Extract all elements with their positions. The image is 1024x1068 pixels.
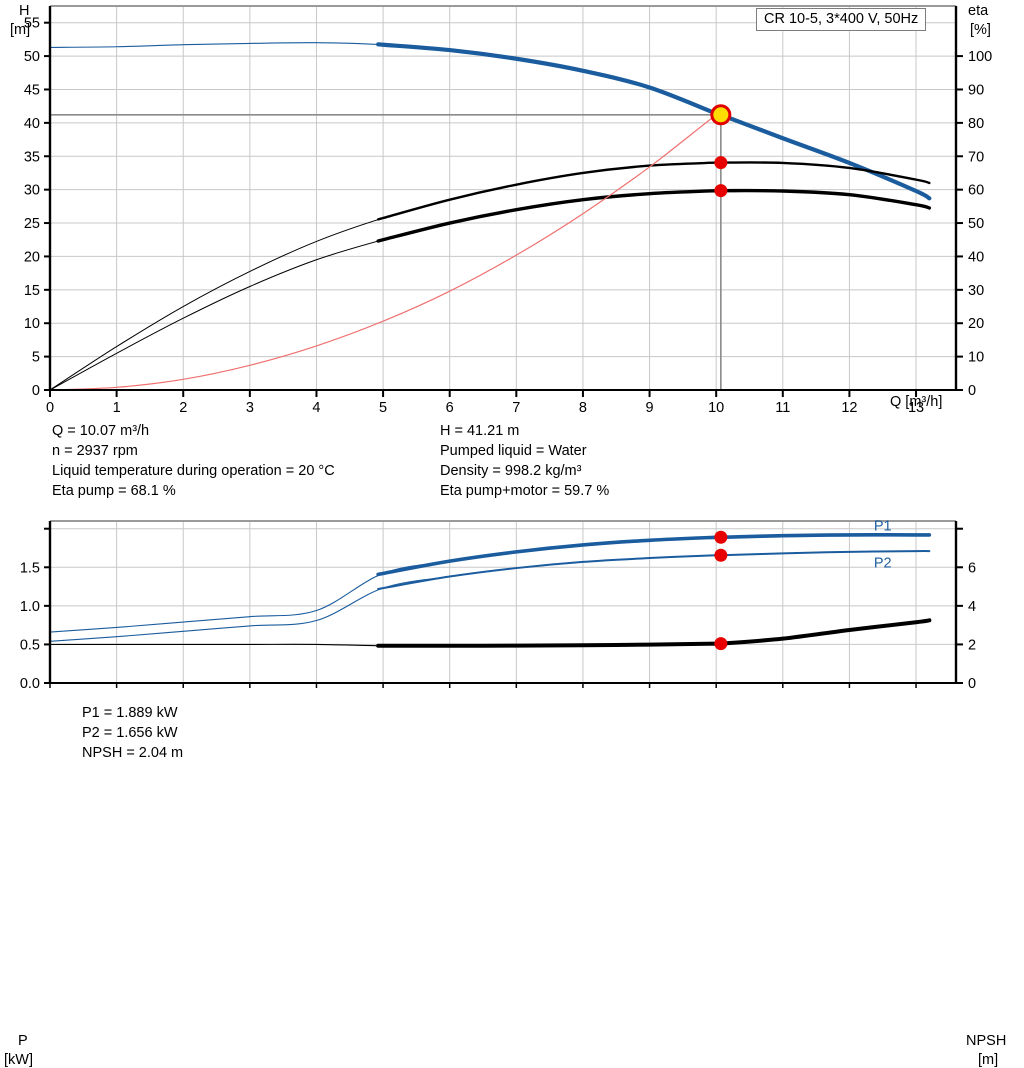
duty-pumped-liquid: Pumped liquid = Water bbox=[440, 443, 587, 459]
curve-label-p1: P1 bbox=[874, 519, 892, 535]
tick-label-eta: 50 bbox=[968, 216, 984, 232]
tick-label-flow: 2 bbox=[179, 400, 187, 416]
tick-label-head: 40 bbox=[24, 116, 40, 132]
duty-eta-pump-motor: Eta pump+motor = 59.7 % bbox=[440, 483, 610, 499]
tick-label-head: 20 bbox=[24, 249, 40, 265]
readout-p1: P1 = 1.889 kW bbox=[82, 705, 178, 721]
readout-p2: P2 = 1.656 kW bbox=[82, 725, 178, 741]
tick-label-head: 45 bbox=[24, 82, 40, 98]
tick-label-eta: 90 bbox=[968, 82, 984, 98]
system-curve bbox=[49, 110, 724, 391]
eta-pump-curve-thick bbox=[377, 161, 931, 221]
tick-label-flow: 4 bbox=[312, 400, 320, 416]
tick-label-flow: 13 bbox=[908, 400, 924, 416]
axis-unit-npsh: [m] bbox=[978, 1052, 999, 1068]
head-curve-thin bbox=[49, 42, 930, 199]
tick-label-flow: 12 bbox=[841, 400, 857, 416]
axis-caption-head: H bbox=[19, 3, 30, 19]
tick-label-eta: 70 bbox=[968, 149, 984, 165]
tick-label-power: 0.0 bbox=[20, 676, 40, 692]
head-efficiency-plot: 0510152025303540455055010203040506070809… bbox=[24, 5, 992, 416]
axis-caption-npsh: NPSH bbox=[966, 1033, 1007, 1049]
tick-label-eta: 20 bbox=[968, 316, 984, 332]
p1-curve-thin bbox=[49, 534, 930, 633]
readout-npsh: NPSH = 2.04 m bbox=[82, 745, 184, 761]
tick-label-head: 55 bbox=[24, 16, 40, 32]
duty-point-right-column: H = 41.21 m Pumped liquid = Water Densit… bbox=[440, 421, 609, 501]
tick-label-flow: 9 bbox=[646, 400, 654, 416]
axis-caption-power: P bbox=[18, 1033, 28, 1049]
npsh-curve-thick bbox=[376, 618, 932, 648]
duty-flow: Q = 10.07 m³/h bbox=[52, 423, 150, 439]
tick-label-head: 50 bbox=[24, 49, 40, 65]
tick-label-eta: 30 bbox=[968, 283, 984, 299]
tick-label-power: 1.0 bbox=[20, 599, 40, 615]
tick-label-head: 35 bbox=[24, 149, 40, 165]
duty-point-dot[interactable] bbox=[714, 184, 728, 198]
tick-label-power: 0.5 bbox=[20, 637, 40, 653]
axis-unit-eta: [%] bbox=[970, 22, 991, 38]
tick-label-flow: 7 bbox=[512, 400, 520, 416]
tick-label-head: 25 bbox=[24, 216, 40, 232]
tick-label-npsh: 2 bbox=[968, 637, 976, 653]
duty-point-dot[interactable] bbox=[714, 156, 728, 170]
tick-label-eta: 0 bbox=[968, 383, 976, 399]
tick-label-flow: 8 bbox=[579, 400, 587, 416]
tick-label-flow: 0 bbox=[46, 400, 54, 416]
power-readout-block: P1 = 1.889 kW P2 = 1.656 kW NPSH = 2.04 … bbox=[82, 703, 183, 763]
power-npsh-plot: 0.0 0.5 1.0 1.5 0 2 4 6 P1 P2 bbox=[20, 519, 976, 692]
eta-pump-motor-curve-thick bbox=[376, 188, 932, 243]
duty-density: Density = 998.2 kg/m³ bbox=[440, 463, 582, 479]
tick-label-npsh: 0 bbox=[968, 676, 976, 692]
tick-label-head: 0 bbox=[32, 383, 40, 399]
head-curve-thick bbox=[376, 42, 932, 201]
tick-label-head: 30 bbox=[24, 183, 40, 199]
tick-label-npsh: 4 bbox=[968, 599, 976, 615]
duty-point-marker-head[interactable] bbox=[710, 104, 732, 126]
tick-label-head: 10 bbox=[24, 316, 40, 332]
eta-pump-curve-thin bbox=[49, 161, 930, 391]
tick-label-head: 15 bbox=[24, 283, 40, 299]
axis-unit-head: [m] bbox=[10, 22, 31, 38]
tick-label-eta: 60 bbox=[968, 183, 984, 199]
p1-curve-thick bbox=[376, 533, 932, 577]
duty-speed: n = 2937 rpm bbox=[52, 443, 138, 459]
axis-caption-eta: eta bbox=[968, 3, 989, 19]
curve-label-p2: P2 bbox=[874, 555, 892, 571]
tick-label-flow: 6 bbox=[446, 400, 454, 416]
duty-liquid-temp: Liquid temperature during operation = 20… bbox=[52, 463, 335, 479]
duty-point-dot[interactable] bbox=[714, 637, 728, 651]
tick-label-flow: 3 bbox=[246, 400, 254, 416]
tick-label-flow: 1 bbox=[113, 400, 121, 416]
p2-curve-thin bbox=[49, 550, 930, 642]
tick-label-flow: 11 bbox=[775, 400, 790, 416]
tick-label-head: 5 bbox=[32, 350, 40, 366]
duty-point-dot[interactable] bbox=[714, 530, 728, 544]
tick-label-flow: 5 bbox=[379, 400, 387, 416]
lower-plot-group: 0.0 0.5 1.0 1.5 0 2 4 6 P1 P2 bbox=[20, 519, 976, 692]
tick-label-eta: 40 bbox=[968, 249, 984, 265]
duty-eta-pump: Eta pump = 68.1 % bbox=[52, 483, 176, 499]
tick-label-eta: 80 bbox=[968, 116, 984, 132]
tick-label-eta: 100 bbox=[968, 49, 992, 65]
duty-point-left-column: Q = 10.07 m³/h n = 2937 rpm Liquid tempe… bbox=[52, 421, 335, 501]
duty-point-dot[interactable] bbox=[714, 548, 728, 562]
axis-caption-flow: Q [m³/h] bbox=[890, 394, 943, 410]
duty-head: H = 41.21 m bbox=[440, 423, 520, 439]
tick-label-npsh: 6 bbox=[968, 560, 976, 576]
tick-label-flow: 10 bbox=[708, 400, 724, 416]
pump-model-title: CR 10-5, 3*400 V, 50Hz bbox=[756, 8, 927, 31]
p2-curve-thick bbox=[377, 550, 931, 590]
tick-label-power: 1.5 bbox=[20, 560, 40, 576]
npsh-curve-thin bbox=[49, 619, 930, 647]
upper-plot-group: 0510152025303540455055010203040506070809… bbox=[24, 5, 992, 416]
axis-unit-power: [kW] bbox=[4, 1052, 33, 1068]
tick-label-eta: 10 bbox=[968, 350, 984, 366]
head-efficiency-chart: 0 5 10 15 20 25 30 35 40 45 50 55 0 10 20 30 40 50 60 70 80 9… bbox=[0, 0, 1024, 418]
